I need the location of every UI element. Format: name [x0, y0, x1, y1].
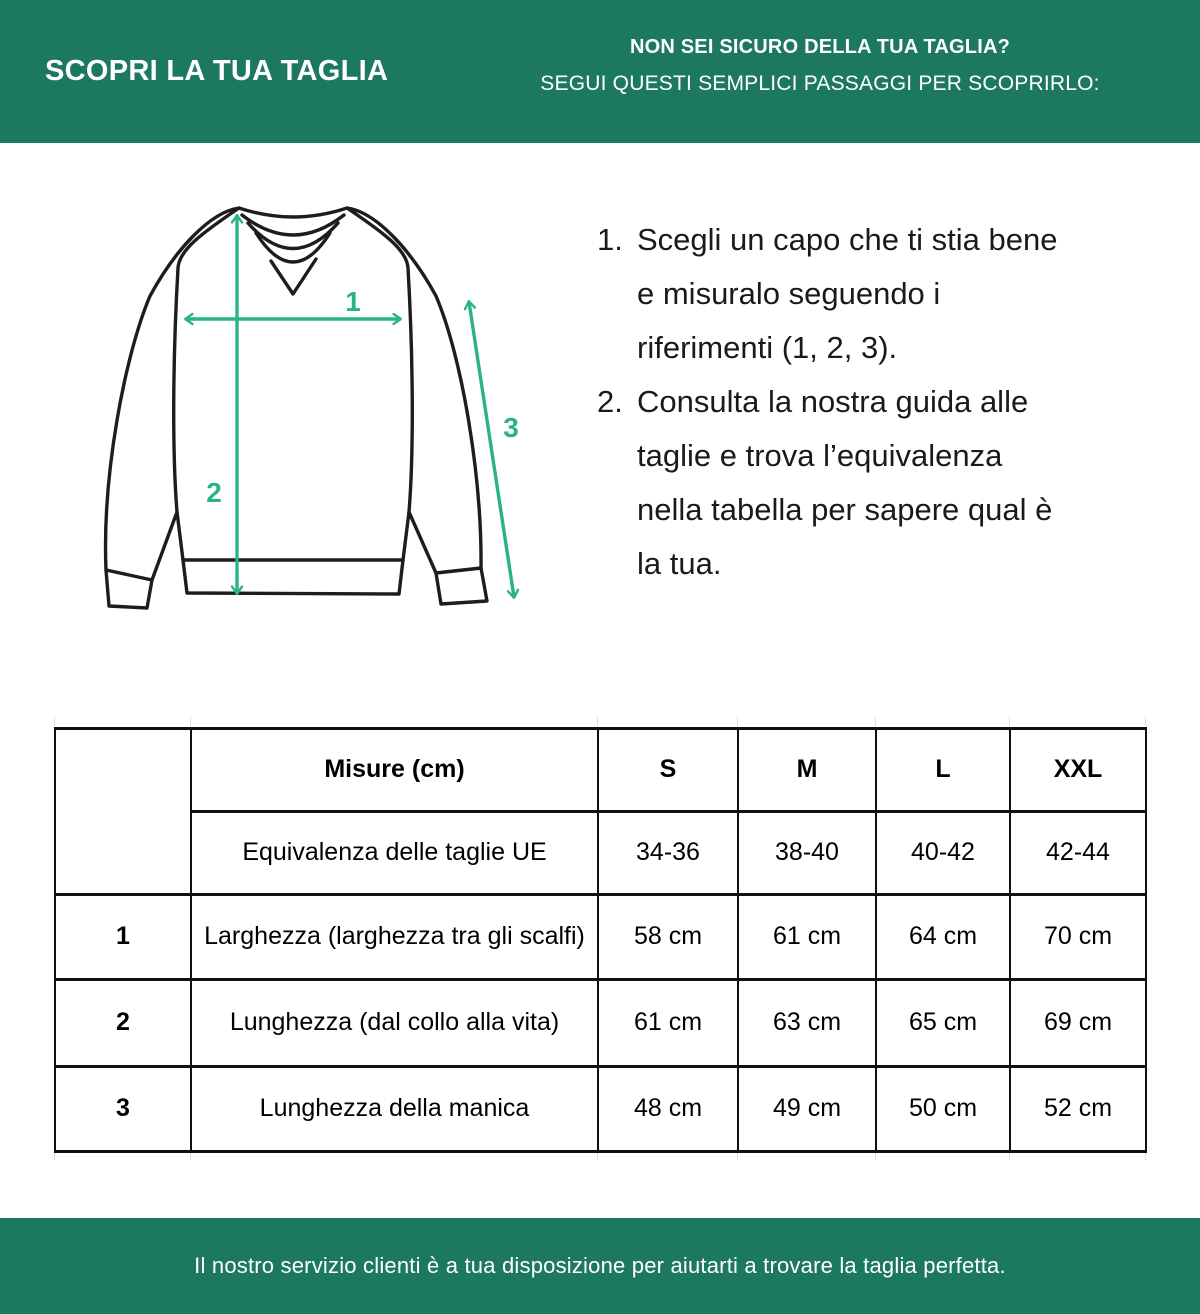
row-label: Equivalenza delle taglie UE: [190, 810, 599, 896]
corner-cell: [54, 727, 192, 896]
cell-value: 61 cm: [597, 978, 739, 1068]
length-arrow-label: 2: [206, 477, 222, 508]
cell-value: 49 cm: [737, 1065, 877, 1153]
size-table-wrap: Misure (cm) S M L XXL Equivalenza delle …: [54, 727, 1147, 1153]
sweater-outline: [103, 206, 489, 610]
row-label: Lunghezza della manica: [190, 1065, 599, 1153]
step-text: Consulta la nostra guida alle taglie e t…: [637, 384, 1053, 581]
cell-value: 64 cm: [875, 893, 1011, 981]
header-subtitle: SEGUI QUESTI SEMPLICI PASSAGGI PER SCOPR…: [540, 72, 1100, 95]
footer-text: Il nostro servizio clienti è a tua dispo…: [194, 1253, 1006, 1278]
table-row-width: 1 Larghezza (larghezza tra gli scalfi) 5…: [54, 893, 1147, 981]
cell-value: 61 cm: [737, 893, 877, 981]
table-row-equivalence: Equivalenza delle taglie UE 34-36 38-40 …: [55, 810, 1147, 896]
cell-value: 70 cm: [1009, 893, 1147, 981]
size-header-l: L: [875, 727, 1011, 813]
size-header-s: S: [597, 727, 739, 813]
step-number: 2.: [597, 384, 623, 419]
row-label: Larghezza (larghezza tra gli scalfi): [190, 893, 599, 981]
row-number: 2: [54, 978, 192, 1068]
size-header-m: M: [737, 727, 877, 813]
cell-value: 52 cm: [1009, 1065, 1147, 1153]
cell-value: 42-44: [1009, 810, 1147, 896]
instruction-step-2: 2. Consulta la nostra guida alle taglie …: [597, 375, 1075, 591]
grid-ticks-top: [54, 717, 55, 726]
instruction-step-1: 1. Scegli un capo che ti stia bene e mis…: [597, 213, 1075, 375]
sleeve-arrow-label: 3: [503, 412, 519, 443]
width-arrow-label: 1: [345, 286, 361, 317]
grid-ticks-bottom: [54, 1151, 55, 1160]
cell-value: 69 cm: [1009, 978, 1147, 1068]
size-header-xxl: XXL: [1009, 727, 1147, 813]
cell-value: 34-36: [597, 810, 739, 896]
table-row-sleeve: 3 Lunghezza della manica 48 cm 49 cm 50 …: [54, 1065, 1147, 1153]
header-right-block: NON SEI SICURO DELLA TUA TAGLIA? SEGUI Q…: [540, 36, 1100, 96]
sweater-diagram: 1 2 3: [103, 206, 520, 610]
cell-value: 40-42: [875, 810, 1011, 896]
header-question: NON SEI SICURO DELLA TUA TAGLIA?: [629, 36, 1011, 58]
step-text: Scegli un capo che ti stia bene e misura…: [637, 222, 1058, 365]
row-label: Lunghezza (dal collo alla vita): [190, 978, 599, 1068]
cell-value: 50 cm: [875, 1065, 1011, 1153]
table-header-row: Misure (cm) S M L XXL: [54, 727, 1147, 896]
sleeve-measure-arrow-icon: [463, 300, 520, 599]
row-number: 3: [54, 1065, 192, 1153]
measure-header-cell: Misure (cm): [190, 727, 599, 813]
table-row-length: 2 Lunghezza (dal collo alla vita) 61 cm …: [54, 978, 1147, 1068]
footer-band: Il nostro servizio clienti è a tua dispo…: [0, 1218, 1200, 1314]
header-band: SCOPRI LA TUA TAGLIA NON SEI SICURO DELL…: [0, 0, 1200, 143]
instruction-list: 1. Scegli un capo che ti stia bene e mis…: [597, 213, 1075, 591]
cell-value: 58 cm: [597, 893, 739, 981]
cell-value: 65 cm: [875, 978, 1011, 1068]
cell-value: 38-40: [737, 810, 877, 896]
row-number: 1: [54, 893, 192, 981]
step-number: 1.: [597, 222, 623, 257]
size-table: Misure (cm) S M L XXL Equivalenza delle …: [54, 727, 1147, 1153]
page-title: SCOPRI LA TUA TAGLIA: [45, 55, 389, 87]
cell-value: 63 cm: [737, 978, 877, 1068]
cell-value: 48 cm: [597, 1065, 739, 1153]
